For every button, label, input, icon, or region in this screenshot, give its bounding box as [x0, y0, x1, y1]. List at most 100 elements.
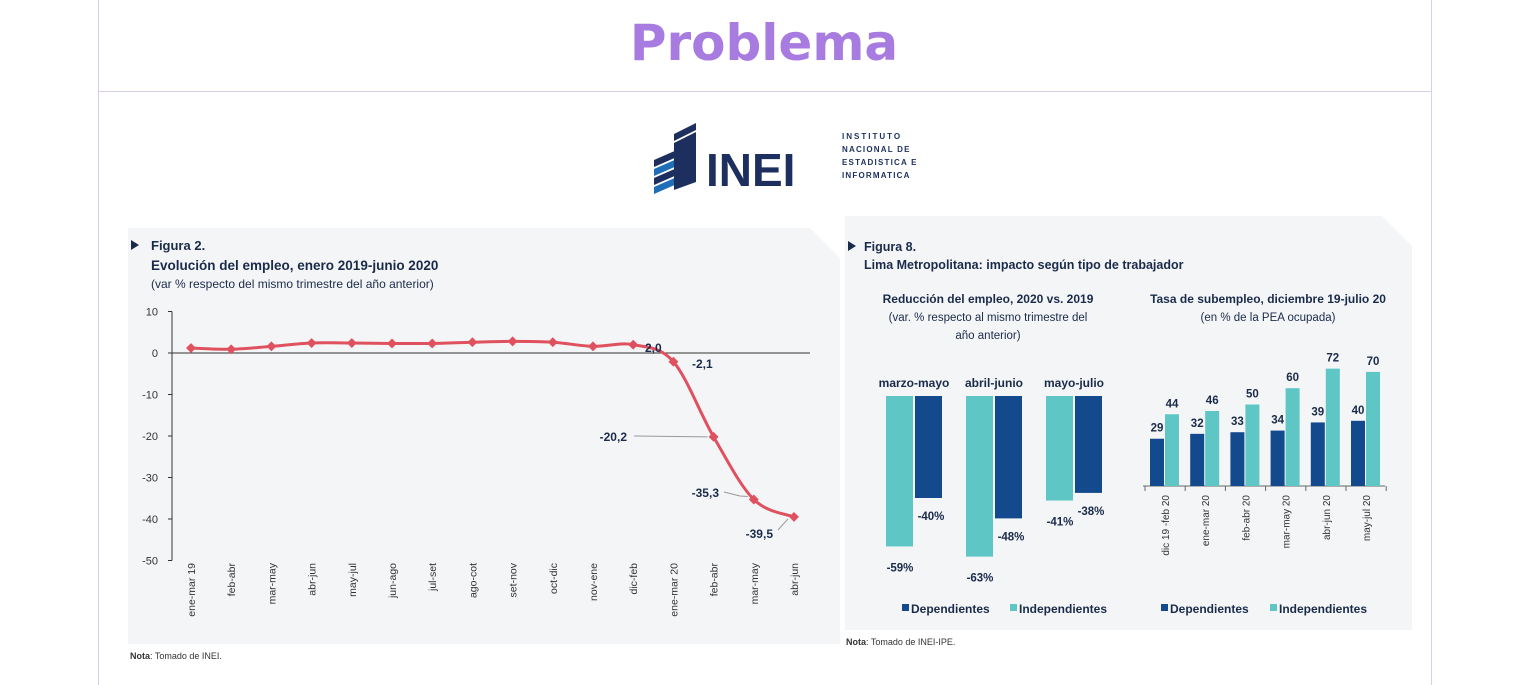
reduction-bar-dependientes: [995, 396, 1022, 519]
figure8-title: Lima Metropolitana: impacto según tipo d…: [864, 258, 1184, 272]
legend-label-dependientes: Dependientes: [1170, 602, 1249, 616]
legend-swatch-dependientes: [902, 604, 909, 611]
legend-swatch-independientes: [1270, 604, 1277, 611]
employment-point: [588, 341, 598, 352]
legend-label-independientes: Independientes: [1019, 602, 1107, 616]
employment-data-label: -20,2: [600, 430, 628, 444]
figure2-x-tick-label: abr-jun: [789, 563, 801, 596]
subemployment-label-dependientes: 40: [1352, 405, 1365, 417]
data-label-leader: [723, 491, 748, 497]
subemployment-x-tick-label: dic 19 -feb 20: [1161, 495, 1172, 556]
figure2-x-tick-label: mar-may: [266, 562, 278, 604]
subemployment-x-tick-label: may-jul 20: [1362, 495, 1373, 542]
inei-line-2: NACIONAL DE: [842, 145, 911, 154]
subemployment-chart-subtitle: (en % de la PEA ocupada): [1201, 312, 1336, 324]
figure2-y-tick-label: 0: [152, 348, 158, 360]
figure2-x-tick-label: nov-ene: [588, 563, 600, 601]
figure2-y-tick-label: -40: [142, 514, 158, 526]
employment-data-label: -35,3: [692, 486, 720, 500]
figure8-arrow-icon: [848, 241, 856, 251]
subemployment-bar-independientes: [1366, 371, 1380, 486]
subemployment-bar-dependientes: [1190, 433, 1205, 486]
subemployment-bar-independientes: [1165, 414, 1179, 486]
inei-line-4: INFORMATICA: [842, 171, 911, 180]
reduction-category-label: marzo-mayo: [879, 376, 950, 390]
subemployment-label-dependientes: 32: [1191, 418, 1204, 430]
figure2-x-tick-label: jul-set: [427, 563, 439, 592]
employment-point: [306, 338, 317, 348]
data-label-leader: [777, 518, 789, 531]
figure2-x-tick-label: ago-cot: [467, 563, 479, 598]
employment-point: [507, 336, 518, 347]
figure2-x-tick-label: feb-abr: [709, 563, 721, 597]
figure8-label: Figura 8.: [864, 240, 916, 254]
figure2-x-tick-label: abr-jun: [307, 563, 319, 596]
subemployment-label-independientes: 46: [1206, 395, 1219, 407]
figure2-x-tick-label: ene-mar 20: [668, 563, 680, 617]
employment-point: [628, 339, 639, 350]
figure2-y-tick-label: -20: [142, 431, 158, 443]
subemployment-bar-dependientes: [1230, 432, 1245, 486]
employment-point: [266, 341, 277, 352]
employment-point: [467, 337, 478, 348]
employment-point: [387, 338, 397, 349]
reduction-chart-subtitle-1: (var. % respecto al mismo trimestre del: [889, 312, 1088, 324]
figure2-title: Evolución del empleo, enero 2019-junio 2…: [151, 258, 438, 273]
figure2-x-tick-label: jun-ago: [387, 563, 399, 599]
inei-line-1: INSTITUTO: [842, 132, 902, 141]
subemployment-bar-dependientes: [1310, 422, 1325, 486]
employment-data-label: -39,5: [746, 527, 774, 541]
subemployment-bar-independientes: [1205, 411, 1220, 486]
reduction-category-label: abril-junio: [965, 376, 1023, 390]
figure2-panel: [128, 228, 840, 644]
employment-data-label: 2,0: [645, 341, 662, 355]
inei-line-3: ESTADISTICA E: [842, 158, 918, 167]
subemployment-bar-independientes: [1325, 368, 1340, 486]
subemployment-x-tick-label: ene-mar 20: [1201, 495, 1212, 547]
subemployment-label-dependientes: 39: [1311, 406, 1324, 418]
subemployment-label-dependientes: 29: [1151, 423, 1164, 435]
legend-label-independientes: Independientes: [1279, 602, 1367, 616]
reduction-chart-subtitle-2: año anterior): [955, 330, 1020, 342]
employment-point: [748, 494, 759, 505]
inei-emblem-icon: [654, 123, 696, 194]
subemployment-bar-dependientes: [1270, 430, 1285, 486]
subemployment-chart-title: Tasa de subempleo, diciembre 19-julio 20: [1150, 292, 1386, 306]
figure2-arrow-icon: [131, 240, 139, 250]
employment-point: [346, 338, 357, 348]
reduction-chart-title: Reducción del empleo, 2020 vs. 2019: [883, 292, 1094, 306]
subemployment-x-tick-label: abr-jun 20: [1322, 495, 1333, 540]
employment-point: [547, 337, 558, 348]
subemployment-label-independientes: 70: [1367, 356, 1380, 368]
legend-swatch-dependientes: [1161, 604, 1168, 611]
legend-swatch-independientes: [1010, 604, 1017, 611]
figure2-x-tick-label: may-jul: [347, 563, 359, 597]
employment-point: [668, 356, 679, 367]
reduction-category-label: mayo-julio: [1044, 376, 1104, 390]
reduction-label-dependientes: -38%: [1078, 506, 1105, 518]
subemployment-bar-dependientes: [1351, 420, 1365, 486]
reduction-label-independientes: -63%: [967, 573, 994, 585]
figure2-y-tick-label: -50: [142, 556, 158, 568]
title-divider: [98, 91, 1432, 92]
reduction-label-independientes: -59%: [887, 562, 914, 574]
employment-point: [708, 431, 719, 442]
reduction-label-dependientes: -40%: [918, 511, 945, 523]
reduction-bar-independientes: [1046, 396, 1073, 501]
data-label-leader: [633, 435, 708, 438]
employment-series-line: [190, 339, 795, 519]
subemployment-bar-dependientes: [1150, 438, 1164, 486]
figure2-note: Nota: Tomado de INEI.: [130, 651, 222, 661]
reduction-bar-dependientes: [1075, 396, 1102, 493]
subemployment-bar-independientes: [1245, 404, 1260, 486]
reduction-label-independientes: -41%: [1047, 517, 1074, 529]
figure2-y-tick-label: -10: [142, 390, 158, 402]
figure2-x-tick-label: dic-feb: [628, 563, 640, 595]
figure2-label: Figura 2.: [151, 238, 205, 253]
inei-logo: INEI INSTITUTO NACIONAL DE ESTADISTICA E…: [654, 123, 918, 196]
content-frame: [98, 0, 1432, 685]
subemployment-x-tick-label: mar-may 20: [1282, 495, 1293, 549]
subemployment-label-independientes: 50: [1246, 389, 1259, 401]
